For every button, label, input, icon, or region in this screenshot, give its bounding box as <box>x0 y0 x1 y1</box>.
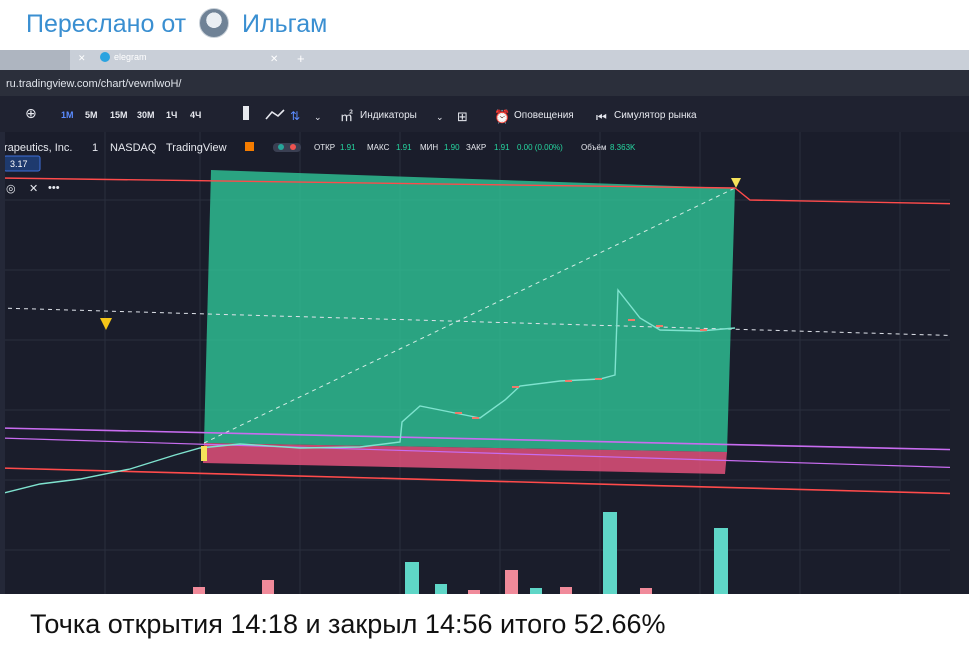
timeframe-button-1[interactable]: 1M <box>61 110 74 120</box>
timeframe-button-5[interactable]: 1Ч <box>166 110 177 120</box>
message-caption: Точка открытия 14:18 и закрыл 14:56 итог… <box>30 609 666 639</box>
indicators-button[interactable]: Индикаторы <box>360 110 417 121</box>
tradingview-screen: ✕ elegram ✕ + ru.tradingview.com/chart/v… <box>0 50 969 594</box>
browser-tab-telegram[interactable]: elegram <box>114 52 147 62</box>
more-icon[interactable]: ••• <box>48 182 60 194</box>
price-line[interactable] <box>0 288 736 495</box>
add-symbol-icon[interactable]: ⊕ <box>25 105 37 121</box>
chevron-down-icon[interactable]: ⌄ <box>314 112 322 122</box>
alerts-button[interactable]: Оповещения <box>514 110 574 121</box>
entry-marker-icon[interactable] <box>100 318 112 330</box>
timeframe-button-4[interactable]: 30M <box>137 110 155 120</box>
chevron-down-icon[interactable]: ⌄ <box>436 112 444 122</box>
status-dot-red <box>290 144 296 150</box>
symbol-source: TradingView <box>166 142 227 154</box>
replay-icon[interactable]: ⏮ <box>596 110 607 124</box>
eye-icon[interactable]: ◎ <box>6 183 16 195</box>
timeframe-button-3[interactable]: 15M <box>110 110 128 120</box>
ohlc-low: 1.90 <box>444 143 460 152</box>
forwarded-header: Переслано от Ильгам <box>0 0 969 50</box>
ohlc-low-label: МИН <box>420 143 438 152</box>
alarm-icon[interactable]: ⏰ <box>494 108 510 124</box>
tab-close-icon[interactable]: ✕ <box>78 53 86 63</box>
volume-value: 8.363K <box>610 143 636 152</box>
sender-name[interactable]: Ильгам <box>242 10 328 38</box>
price-badge-value: 3.17 <box>10 159 28 169</box>
target-line[interactable] <box>0 177 736 189</box>
timeframe-group: 1M 5M 15M 30M 1Ч 4Ч <box>61 110 201 120</box>
replay-button[interactable]: Симулятор рынка <box>614 110 697 121</box>
address-bar[interactable] <box>0 70 969 96</box>
new-tab-icon[interactable]: + <box>297 51 305 66</box>
ohlc-high-label: МАКС <box>367 143 390 152</box>
forwarded-label[interactable]: Переслано от Ильгам <box>26 8 327 39</box>
volume-bars <box>193 512 728 594</box>
bar-type-icon[interactable]: ⇅ <box>290 109 300 123</box>
status-dot-green <box>278 144 284 150</box>
stop-line[interactable] <box>0 467 969 495</box>
price-scale[interactable] <box>950 132 969 594</box>
down-ticks <box>455 319 707 419</box>
status-toggle[interactable] <box>273 143 301 152</box>
position-diagonal <box>203 187 736 444</box>
purple-level-line-2[interactable] <box>0 437 969 469</box>
entry-arrow-icon[interactable] <box>201 446 207 461</box>
layouts-icon[interactable]: ⊞ <box>457 109 468 124</box>
close-icon[interactable]: ✕ <box>29 183 38 195</box>
url-text[interactable]: ru.tradingview.com/chart/vewnlwoH/ <box>6 78 182 90</box>
profit-zone[interactable] <box>204 170 735 452</box>
indicators-icon[interactable]: ㎡ <box>340 109 353 124</box>
market-status-icon <box>245 142 254 151</box>
ohlc-open-label: ОТКР <box>314 143 335 152</box>
stop-zone[interactable] <box>203 443 727 474</box>
timeframe-button-6[interactable]: 4Ч <box>190 110 201 120</box>
line-chart-icon[interactable] <box>265 109 285 120</box>
ohlc-close-label: ЗАКР <box>466 143 486 152</box>
timeframe-button-2[interactable]: 5M <box>85 110 98 120</box>
symbol-name[interactable]: rapeutics, Inc. <box>4 142 72 154</box>
forwarded-prefix: Переслано от <box>26 10 187 38</box>
chart-toolbar <box>0 96 969 132</box>
ohlc-change: 0.00 (0.00%) <box>517 143 563 152</box>
telegram-tab-icon <box>100 52 110 62</box>
ohlc-high: 1.91 <box>396 143 412 152</box>
volume-label: Объём <box>581 143 607 152</box>
symbol-interval: 1 <box>92 142 98 154</box>
chart-photo[interactable]: ✕ elegram ✕ + ru.tradingview.com/chart/v… <box>0 50 969 594</box>
target-line-ext <box>734 187 969 205</box>
browser-tab-active[interactable] <box>0 50 70 70</box>
symbol-exchange: NASDAQ <box>110 142 157 154</box>
ohlc-open: 1.91 <box>340 143 356 152</box>
purple-level-line[interactable] <box>0 427 969 451</box>
ohlc-close: 1.91 <box>494 143 510 152</box>
sender-avatar[interactable] <box>199 8 230 38</box>
entry-dashed-line <box>0 307 969 337</box>
candles-icon[interactable] <box>243 106 249 120</box>
left-edge <box>0 132 5 594</box>
browser-tab-strip <box>0 50 969 70</box>
exit-arrow-icon[interactable] <box>731 178 741 188</box>
tab-close-icon[interactable]: ✕ <box>270 54 278 65</box>
